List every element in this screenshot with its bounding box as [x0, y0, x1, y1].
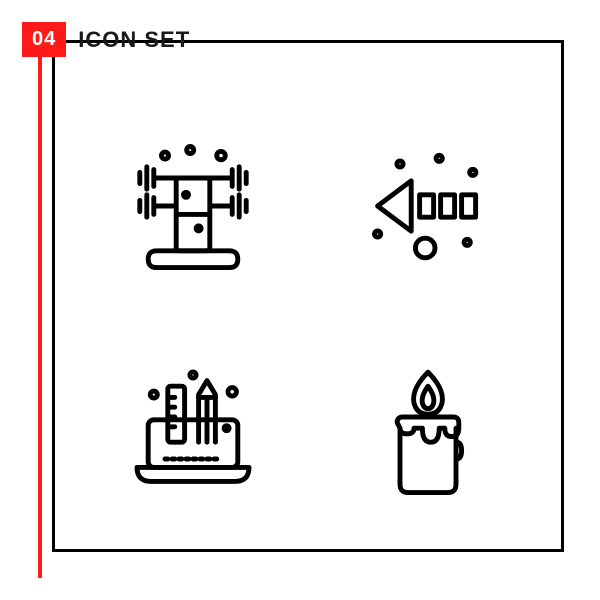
badge-number: 04	[22, 22, 66, 57]
icon-frame	[52, 40, 564, 552]
accent-vertical-line	[38, 22, 42, 578]
laptop-design-tools-icon	[113, 351, 273, 511]
icon-grid	[95, 113, 525, 523]
candle-flame-icon	[348, 351, 508, 511]
arrow-left-dashed-icon	[348, 126, 508, 286]
barbell-station-icon	[113, 126, 273, 286]
badge-title: ICON SET	[66, 27, 190, 53]
header-badge: 04 ICON SET	[22, 22, 190, 57]
